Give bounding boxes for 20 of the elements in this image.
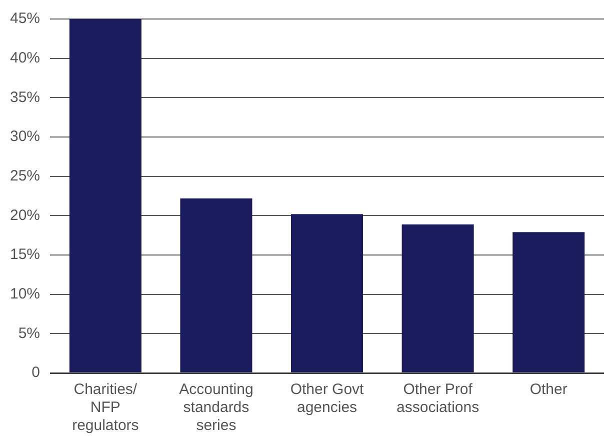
- x-tick-label: Accounting standards series: [179, 381, 254, 434]
- y-tick-label: 5%: [18, 324, 40, 342]
- y-tick-label: 0: [32, 364, 40, 382]
- y-tick-label: 30%: [10, 128, 40, 146]
- bar: [291, 214, 364, 372]
- bar: [180, 198, 252, 372]
- y-tick-label: 40%: [10, 49, 40, 66]
- x-tick-label: Other: [530, 381, 568, 398]
- x-tick-label: Other Prof associations: [396, 381, 480, 416]
- y-tick-label: 25%: [10, 167, 40, 184]
- y-tick-label: 45%: [10, 10, 40, 28]
- y-tick-label: 20%: [10, 206, 40, 224]
- y-tick-label: 35%: [10, 88, 40, 106]
- x-tick-label: Other Govt agencies: [290, 381, 365, 416]
- bar: [402, 224, 474, 372]
- y-tick-label: 10%: [10, 285, 40, 302]
- bar: [512, 232, 585, 372]
- y-tick-label: 15%: [10, 246, 40, 264]
- x-tick-label: Charities/ NFP regulators: [72, 381, 139, 434]
- bar: [69, 19, 142, 372]
